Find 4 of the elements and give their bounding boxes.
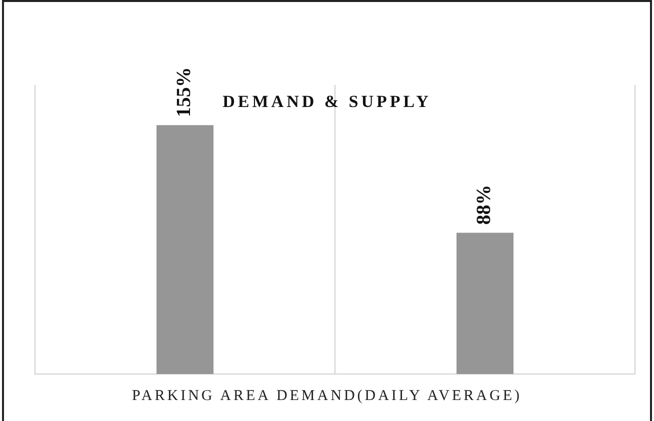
- x-axis-title: PARKING AREA DEMAND(DAILY AVERAGE): [130, 388, 524, 405]
- chart-title: DEMAND & SUPPLY: [222, 92, 432, 111]
- data-label: 155%: [173, 67, 196, 118]
- data-label: 88%: [473, 184, 496, 225]
